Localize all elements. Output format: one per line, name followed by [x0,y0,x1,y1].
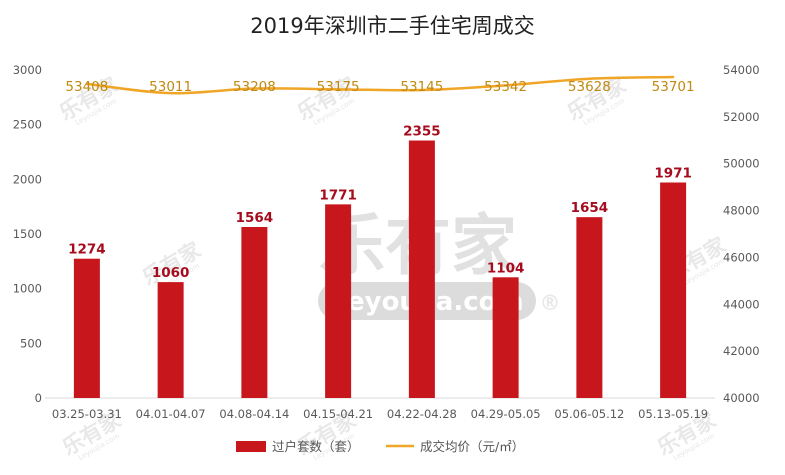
bar-value-label: 2355 [403,124,441,140]
bar-value-label: 1771 [319,187,357,203]
x-tick-label: 04.29-05.05 [471,407,541,421]
y-right-tick-label: 46000 [723,250,760,264]
bars-layer: 1274 1060 1564 1771 2355 1104 1654 1971 [68,124,692,398]
y-left-tick-label: 1000 [13,282,42,296]
y-right-tick-label: 42000 [723,344,760,358]
legend-line-label: 成交均价（元/㎡） [420,439,524,454]
bar-value-label: 1274 [68,242,106,258]
x-tick-label: 04.15-04.21 [303,407,373,421]
bar [73,258,100,398]
y-right-tick-label: 54000 [723,63,760,77]
line-layer: 53408 53011 53208 53175 53145 53342 53628 53701 [65,75,695,95]
watermark-registered-mark: ® [540,291,561,315]
line-value-label: 53011 [149,79,192,95]
line-value-label: 53408 [65,79,108,95]
line-value-label: 53145 [400,79,443,95]
line-value-label: 53208 [233,79,276,95]
y-left-tick-label: 1500 [13,227,42,241]
y-left-tick-label: 500 [20,336,42,350]
bar-value-label: 1971 [654,166,692,182]
legend-bar-swatch [236,441,266,452]
x-tick-label: 05.13-05.19 [638,407,708,421]
y-left-tick-label: 2500 [13,118,42,132]
bar [241,227,268,398]
bar [660,182,687,398]
y-right-tick-label: 40000 [723,391,760,405]
bar [157,282,184,398]
y-right-tick-label: 44000 [723,297,760,311]
y-right-tick-label: 52000 [723,110,760,124]
legend-layer: 过户套数（套） 成交均价（元/㎡） [236,439,524,454]
bar [576,217,603,398]
bar-value-label: 1654 [571,200,609,216]
bar [492,277,519,398]
bar [325,204,352,398]
y-left-tick-label: 3000 [13,63,42,77]
bar-value-label: 1060 [152,265,190,281]
line-value-label: 53701 [652,79,695,95]
axes-layer: 0 500 1000 1500 2000 2500 3000 40000 42000 44000 4… [13,63,760,421]
legend-bar-label: 过户套数（套） [272,439,360,454]
chart-title: 2019年深圳市二手住宅周成交 [250,14,535,38]
x-tick-label: 04.08-04.14 [219,407,289,421]
y-left-tick-label: 0 [35,391,42,405]
line-value-label: 53628 [568,79,611,95]
avg-price-line [85,75,675,95]
line-value-label: 53342 [484,79,527,95]
y-right-tick-label: 48000 [723,204,760,218]
x-tick-label: 04.22-04.28 [387,407,457,421]
bar [408,140,435,398]
y-right-tick-label: 50000 [723,157,760,171]
line-value-label: 53175 [317,79,360,95]
x-tick-label: 04.01-04.07 [136,407,206,421]
x-tick-label: 05.06-05.12 [554,407,624,421]
bar-value-label: 1104 [487,260,525,276]
x-tick-label: 03.25-03.31 [52,407,122,421]
y-left-tick-label: 2000 [13,172,42,186]
bar-value-label: 1564 [236,210,274,226]
